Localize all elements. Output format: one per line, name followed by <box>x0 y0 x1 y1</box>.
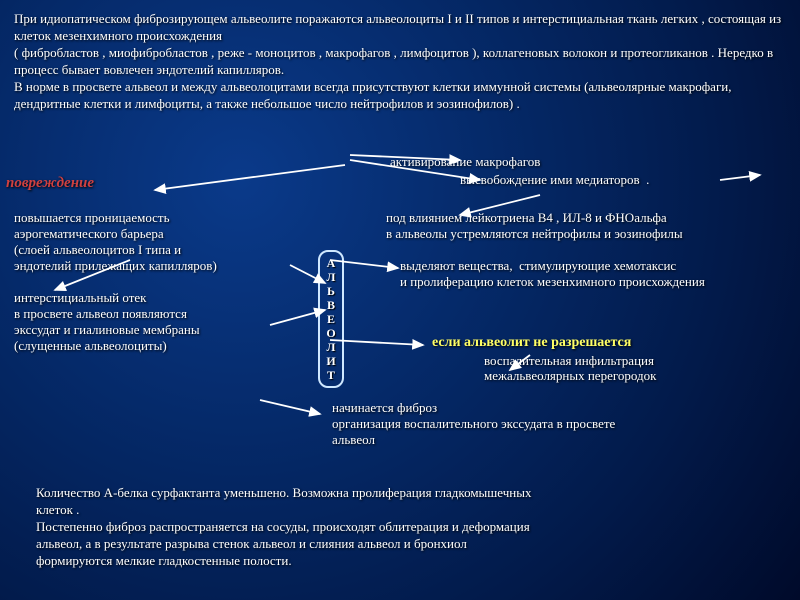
arrow <box>260 400 320 414</box>
left-block-permeability: повышается проницаемость аэрогематическо… <box>14 210 217 274</box>
arrow <box>720 175 760 180</box>
fibrosis-start-block: начинается фиброз организация воспалител… <box>332 400 615 448</box>
infiltration-block: воспалительная инфильтрация межальвеоляр… <box>484 353 656 383</box>
right-block-chemotaxis: выделяют вещества, стимулирующие хемотак… <box>400 258 800 290</box>
slide-root: При идиопатическом фиброзирующем альвеол… <box>0 0 800 600</box>
if-not-resolved: если альвеолит не разрешается <box>432 335 631 351</box>
left-block-edema: интерстициальный отек в просвете альвеол… <box>14 290 200 354</box>
arrow <box>155 165 345 190</box>
mediators-release: высвобождение ими медиаторов . <box>460 172 649 188</box>
arrow <box>270 310 325 325</box>
top-paragraph: При идиопатическом фиброзирующем альвеол… <box>14 10 786 112</box>
damage-label: повреждение <box>6 175 94 192</box>
alveolit-vertical-label: А Л Ь В Е О Л И Т <box>318 250 344 388</box>
macrophage-activation: активирование макрофагов <box>390 154 540 170</box>
right-block-leukotriene: под влиянием лейкотриена B4 , ИЛ-8 и ФНО… <box>386 210 800 242</box>
bottom-paragraph: Количество А-белка сурфактанта уменьшено… <box>36 484 786 569</box>
